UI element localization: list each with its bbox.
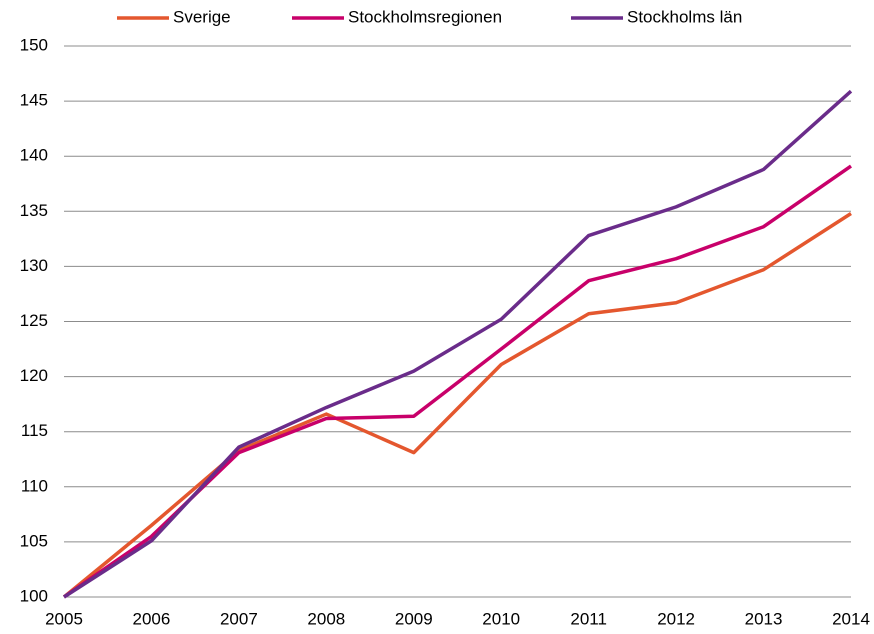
legend-label: Sverige [173, 7, 231, 26]
x-tick-label: 2012 [657, 609, 695, 628]
y-tick-label: 135 [20, 201, 48, 220]
y-tick-label: 120 [20, 366, 48, 385]
series-line [62, 212, 852, 599]
x-tick-label: 2005 [45, 609, 83, 628]
y-tick-label: 140 [20, 146, 48, 165]
y-tick-label: 105 [20, 531, 48, 550]
y-tick-label: 115 [21, 421, 48, 440]
x-tick-label: 2007 [220, 609, 258, 628]
x-tick-label: 2010 [482, 609, 520, 628]
y-tick-label: 145 [20, 91, 48, 110]
legend-label: Stockholms län [627, 7, 742, 26]
x-tick-label: 2006 [133, 609, 171, 628]
y-tick-label: 130 [20, 256, 48, 275]
series-line [63, 164, 852, 599]
x-tick-label: 2008 [307, 609, 345, 628]
x-tick-label: 2009 [395, 609, 433, 628]
legend-label: Stockholmsregionen [348, 7, 502, 26]
x-tick-label: 2013 [745, 609, 783, 628]
series-line [63, 89, 853, 599]
x-tick-label: 2014 [832, 609, 870, 628]
y-tick-label: 110 [21, 476, 48, 495]
y-tick-label: 125 [20, 311, 48, 330]
y-tick-label: 100 [20, 586, 48, 605]
x-tick-label: 2011 [570, 609, 607, 628]
y-tick-label: 150 [20, 35, 48, 54]
